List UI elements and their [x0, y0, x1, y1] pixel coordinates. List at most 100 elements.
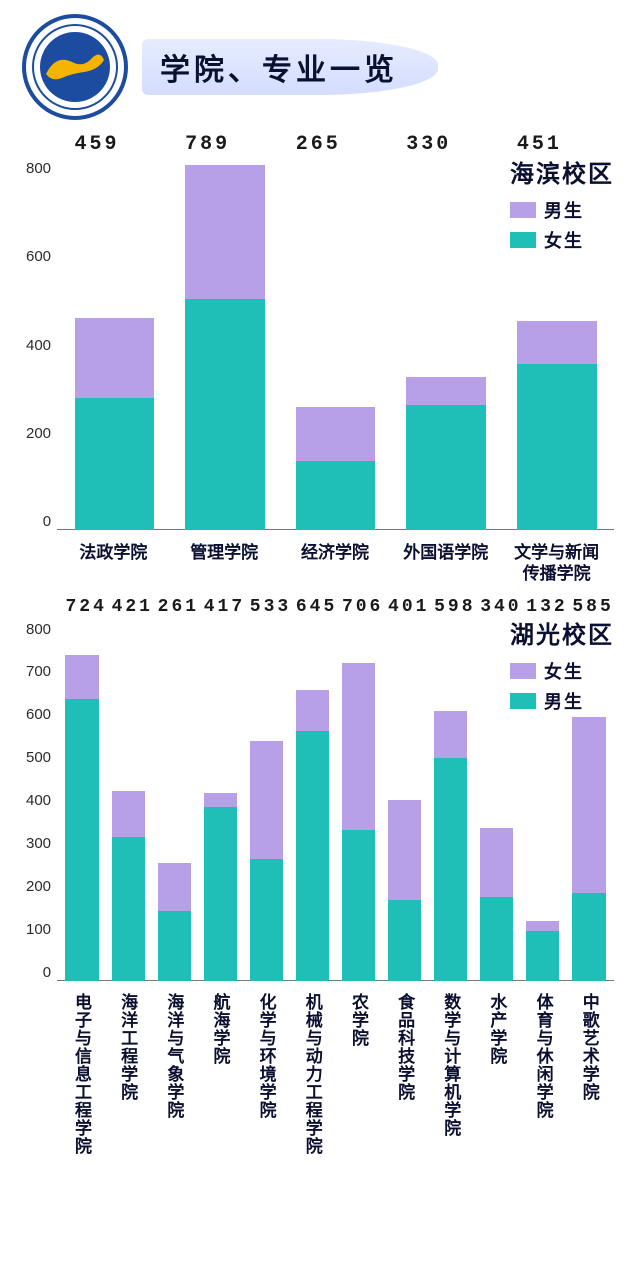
- bar-total-label: 724: [65, 597, 106, 621]
- bar-segment-top: [65, 655, 98, 700]
- bar-total-label: 451: [517, 133, 562, 160]
- bar-segment-top: [250, 741, 283, 859]
- bar-stack: 598: [434, 711, 467, 980]
- bar-stack: 451: [517, 321, 597, 530]
- x-label-text: 化学与环境学院: [257, 993, 275, 1119]
- bar-total-label: 401: [388, 597, 429, 621]
- bar-segment-bottom: [250, 859, 283, 981]
- bar-segment-top: [204, 793, 237, 807]
- x-label-text: 文学与新闻 传播学院: [514, 542, 599, 585]
- bar-stack: 417: [204, 793, 237, 981]
- x-label: 数学与计算机学院: [427, 993, 473, 1155]
- bar-slot: 645: [289, 621, 335, 981]
- bar-total-label: 533: [250, 597, 291, 621]
- bar-slot: 533: [243, 621, 289, 981]
- y-tick: 400: [26, 337, 51, 354]
- x-label: 机械与动力工程学院: [289, 993, 335, 1155]
- bar-slot: 706: [336, 621, 382, 981]
- bar-total-label: 261: [158, 597, 199, 621]
- bar-segment-bottom: [296, 731, 329, 981]
- x-label: 外国语学院: [390, 542, 501, 585]
- page-title-badge: 学院、专业一览: [142, 39, 438, 95]
- bar-segment-bottom: [388, 900, 421, 981]
- x-label: 体育与休闲学院: [520, 993, 566, 1155]
- x-label: 海洋工程学院: [104, 993, 150, 1155]
- y-tick: 800: [26, 160, 51, 177]
- y-axis: 0200400600800: [26, 160, 57, 530]
- bar-stack: 585: [572, 717, 605, 980]
- bar-segment-top: [406, 377, 486, 405]
- bar-segment-top: [158, 863, 191, 911]
- bar-segment-top: [526, 921, 559, 931]
- y-tick: 800: [26, 621, 51, 638]
- chart-haibin-campus: 海滨校区男生女生0200400600800459789265330451法政学院…: [26, 160, 614, 585]
- y-tick: 0: [43, 513, 51, 530]
- bar-segment-top: [185, 165, 265, 299]
- bar-stack: 340: [480, 828, 513, 981]
- bar-total-label: 132: [526, 597, 567, 621]
- bar-slot: 459: [59, 160, 170, 530]
- bar-total-label: 598: [434, 597, 475, 621]
- bar-total-label: 340: [480, 597, 521, 621]
- x-label-text: 电子与信息工程学院: [72, 993, 90, 1155]
- bar-segment-bottom: [204, 807, 237, 980]
- bar-slot: 598: [428, 621, 474, 981]
- bar-stack: 645: [296, 690, 329, 980]
- x-label: 电子与信息工程学院: [58, 993, 104, 1155]
- y-tick: 600: [26, 706, 51, 723]
- page-title: 学院、专业一览: [160, 54, 398, 87]
- x-label: 海洋与气象学院: [150, 993, 196, 1155]
- bar-stack: 132: [526, 921, 559, 980]
- bar-total-label: 706: [342, 597, 383, 621]
- bar-total-label: 789: [185, 133, 230, 160]
- x-label-text: 食品科技学院: [395, 993, 413, 1101]
- bar-slot: 261: [151, 621, 197, 981]
- x-label: 水产学院: [473, 993, 519, 1155]
- x-label-text: 管理学院: [190, 542, 258, 563]
- bar-slot: 417: [197, 621, 243, 981]
- y-tick: 200: [26, 878, 51, 895]
- x-label: 中歌艺术学院: [566, 993, 612, 1155]
- x-label-text: 体育与休闲学院: [534, 993, 552, 1119]
- x-label-text: 航海学院: [211, 993, 229, 1065]
- plot-area: 0200400600800459789265330451: [26, 160, 614, 530]
- x-label: 法政学院: [58, 542, 169, 585]
- bar-slot: 585: [566, 621, 612, 981]
- x-label: 经济学院: [280, 542, 391, 585]
- plot-area: 0100200300400500600700800724421261417533…: [26, 621, 614, 981]
- bar-segment-top: [342, 663, 375, 830]
- bar-segment-top: [75, 318, 155, 398]
- bar-total-label: 421: [112, 597, 153, 621]
- bar-segment-top: [296, 407, 376, 460]
- x-label-text: 海洋与气象学院: [164, 993, 182, 1119]
- x-label: 食品科技学院: [381, 993, 427, 1155]
- university-logo-icon: [22, 14, 128, 120]
- bar-total-label: 265: [296, 133, 341, 160]
- y-tick: 600: [26, 248, 51, 265]
- bar-stack: 724: [65, 655, 98, 981]
- chart-huguang-campus: 湖光校区女生男生01002003004005006007008007244212…: [26, 621, 614, 1155]
- bar-total-label: 645: [296, 597, 337, 621]
- bars: 459789265330451: [57, 160, 614, 530]
- bars-wrap: 724421261417533645706401598340132585: [57, 621, 614, 981]
- bar-slot: 265: [280, 160, 391, 530]
- x-label-text: 数学与计算机学院: [441, 993, 459, 1137]
- y-tick: 400: [26, 792, 51, 809]
- x-label-text: 外国语学院: [403, 542, 488, 563]
- bar-segment-top: [296, 690, 329, 731]
- logo-wave-icon: [44, 52, 106, 80]
- x-label: 农学院: [335, 993, 381, 1155]
- bar-segment-bottom: [112, 837, 145, 981]
- bar-slot: 132: [520, 621, 566, 981]
- bar-stack: 533: [250, 741, 283, 981]
- bar-segment-top: [112, 791, 145, 836]
- y-tick: 300: [26, 835, 51, 852]
- bar-segment-bottom: [526, 931, 559, 981]
- bar-slot: 789: [170, 160, 281, 530]
- bar-segment-bottom: [185, 299, 265, 530]
- header: 学院、专业一览: [22, 14, 618, 120]
- bar-slot: 724: [59, 621, 105, 981]
- bar-slot: 421: [105, 621, 151, 981]
- bar-segment-bottom: [434, 758, 467, 981]
- bar-segment-bottom: [158, 911, 191, 981]
